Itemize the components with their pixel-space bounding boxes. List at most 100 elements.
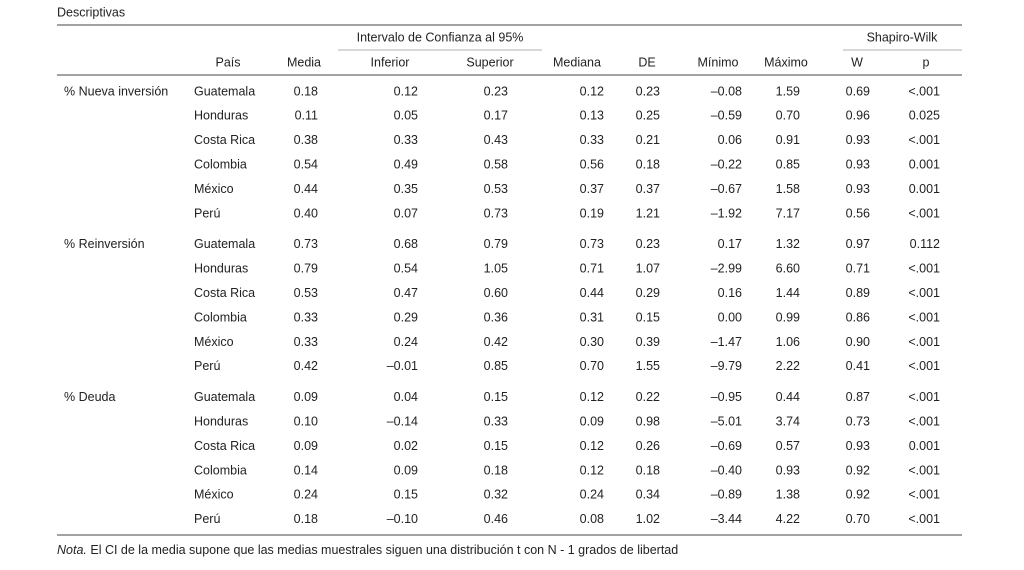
cell: 0.33 (484, 414, 508, 428)
cell: 0.40 (294, 206, 318, 220)
cell: 0.99 (776, 310, 800, 324)
cell: 0.97 (846, 237, 870, 251)
cell: 0.17 (718, 237, 742, 251)
cell: –2.99 (711, 262, 742, 276)
cell: 0.68 (394, 237, 418, 251)
cell: 0.13 (580, 109, 604, 123)
cell: –0.89 (711, 488, 742, 502)
cell: 0.12 (580, 439, 604, 453)
cell: 0.30 (580, 335, 604, 349)
cell: 1.02 (636, 512, 660, 526)
cell: 4.22 (776, 512, 800, 526)
cell: <.001 (908, 359, 940, 373)
cell: <.001 (908, 463, 940, 477)
cell: 0.33 (394, 133, 418, 147)
cell: 0.92 (846, 463, 870, 477)
cell: 0.44 (294, 182, 318, 196)
cell: 0.93 (846, 157, 870, 171)
cell: 0.86 (846, 310, 870, 324)
cell: 0.96 (846, 109, 870, 123)
row-label: Costa Rica (194, 439, 255, 453)
column-header: Máximo (764, 55, 808, 69)
note: Nota. El CI de la media supone que las m… (57, 543, 678, 557)
cell: 0.001 (909, 439, 940, 453)
cell: 0.70 (580, 359, 604, 373)
cell: 0.12 (580, 463, 604, 477)
cell: 0.16 (718, 286, 742, 300)
table-title: Descriptivas (57, 5, 125, 19)
cell: –0.69 (711, 439, 742, 453)
cell: 0.18 (294, 512, 318, 526)
group-label: % Reinversión (64, 237, 145, 251)
row-label: Perú (194, 206, 220, 220)
cell: –0.14 (387, 414, 418, 428)
column-header: p (923, 55, 930, 69)
cell: 0.22 (636, 390, 660, 404)
cell: –0.67 (711, 182, 742, 196)
cell: 0.24 (580, 488, 604, 502)
cell: 0.12 (580, 390, 604, 404)
group-label: % Nueva inversión (64, 84, 168, 98)
cell: 1.58 (776, 182, 800, 196)
cell: 0.001 (909, 182, 940, 196)
column-header: Media (287, 55, 321, 69)
cell: <.001 (908, 206, 940, 220)
cell: <.001 (908, 390, 940, 404)
cell: –3.44 (711, 512, 742, 526)
cell: 0.09 (580, 414, 604, 428)
cell: 0.34 (636, 488, 660, 502)
cell: 0.12 (394, 84, 418, 98)
cell: 0.79 (484, 237, 508, 251)
cell: 0.38 (294, 133, 318, 147)
cell: 0.112 (910, 237, 940, 251)
row-label: Perú (194, 359, 220, 373)
cell: 0.54 (294, 157, 318, 171)
cell: <.001 (908, 286, 940, 300)
cell: 0.10 (294, 414, 318, 428)
cell: 0.98 (636, 414, 660, 428)
cell: 0.93 (846, 133, 870, 147)
cell: 0.58 (484, 157, 508, 171)
cell: 0.53 (294, 286, 318, 300)
cell: 0.09 (294, 390, 318, 404)
cell: 1.38 (776, 488, 800, 502)
cell: 0.70 (846, 512, 870, 526)
cell: 1.07 (636, 262, 660, 276)
cell: 0.001 (909, 157, 940, 171)
cell: 0.32 (484, 488, 508, 502)
cell: 0.44 (776, 390, 800, 404)
cell: 0.23 (484, 84, 508, 98)
cell: <.001 (908, 310, 940, 324)
cell: 0.91 (776, 133, 800, 147)
cell: 0.46 (484, 512, 508, 526)
row-label: Costa Rica (194, 133, 255, 147)
cell: <.001 (908, 335, 940, 349)
cell: 3.74 (776, 414, 800, 428)
cell: –0.95 (711, 390, 742, 404)
column-header: País (215, 55, 240, 69)
cell: –0.08 (711, 84, 742, 98)
row-label: Colombia (194, 463, 247, 477)
cell: 1.06 (776, 335, 800, 349)
cell: 0.71 (580, 262, 604, 276)
cell: 0.42 (484, 335, 508, 349)
row-label: México (194, 488, 234, 502)
cell: –0.40 (711, 463, 742, 477)
cell: 0.31 (580, 310, 604, 324)
cell: <.001 (908, 133, 940, 147)
row-label: Guatemala (194, 237, 255, 251)
cell: 0.26 (636, 439, 660, 453)
column-header: W (851, 55, 863, 69)
group-label: % Deuda (64, 390, 115, 404)
cell: 1.55 (636, 359, 660, 373)
row-label: Honduras (194, 262, 248, 276)
row-label: Honduras (194, 109, 248, 123)
cell: 0.07 (394, 206, 418, 220)
column-header: Superior (466, 55, 513, 69)
column-header: Inferior (371, 55, 410, 69)
cell: 1.21 (636, 206, 660, 220)
cell: 0.56 (846, 206, 870, 220)
cell: 0.35 (394, 182, 418, 196)
cell: 0.87 (846, 390, 870, 404)
